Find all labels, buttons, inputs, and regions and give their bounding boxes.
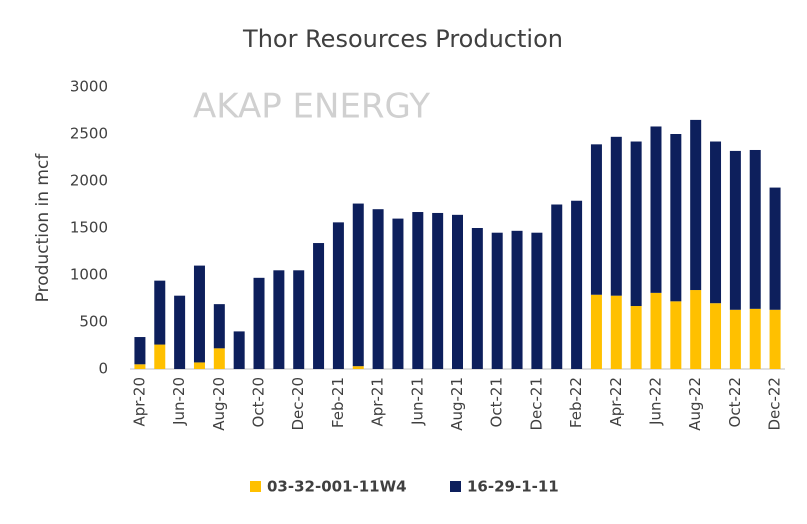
bar-segment [729,150,741,310]
y-tick-label: 2500 [70,125,108,143]
bar-segment [769,187,781,310]
bar-segment [193,265,205,363]
x-tick-label: Feb-22 [567,377,585,428]
y-tick-label: 500 [79,313,108,331]
x-tick-label: Jun-22 [646,377,664,426]
bar-segment [610,295,622,369]
y-tick-label: 0 [98,360,108,378]
x-tick-label: Jun-21 [408,377,426,426]
x-tick-label: Dec-20 [289,377,307,431]
bar-segment [769,309,781,369]
bar-segment [154,344,166,369]
y-axis-label: Production in mcf [33,153,53,303]
bar-segment [313,243,325,369]
legend-label: 16-29-1-11 [467,478,559,496]
x-tick-label: Aug-22 [686,377,704,431]
y-tick-label: 3000 [70,78,108,96]
y-tick-label: 1000 [70,266,108,284]
legend-swatch [250,481,261,492]
bar-segment [690,290,702,369]
x-tick-label: Dec-22 [766,377,784,431]
bar-segment [650,292,662,369]
x-tick-label: Oct-22 [726,377,744,427]
bar-segment [253,277,265,369]
y-tick-label: 2000 [70,172,108,190]
x-tick-label: Apr-20 [130,377,148,427]
bar-segment [650,126,662,293]
bar-segment [154,280,166,345]
x-tick-label: Oct-20 [250,377,268,427]
bar-segment [610,136,622,296]
bar-segment [749,149,761,309]
bar-segment [511,230,523,369]
bar-segment [213,348,225,369]
legend-swatch [450,481,461,492]
bar-segment [134,337,146,365]
chart-title: Thor Resources Production [242,25,563,53]
x-tick-label: Dec-21 [527,377,545,431]
bar-segment [630,141,642,307]
bar-segment [412,212,424,369]
bar-segment [352,366,364,369]
bar-segment [452,214,463,369]
bar-segment [690,119,702,291]
bar-segment [670,301,682,369]
x-tick-label: Apr-22 [607,377,625,427]
watermark: AKAP ENERGY [193,87,430,127]
bar-segment [710,141,722,304]
bar-segment [392,218,404,369]
bar-segment [372,209,384,369]
bar-segment [332,222,344,369]
bar-segment [551,204,563,369]
x-tick-label: Aug-21 [448,377,466,431]
bar-segment [710,303,722,369]
bar-segment [134,364,146,369]
bar-segment [749,308,761,369]
bar-segment [590,144,602,295]
x-tick-label: Oct-21 [488,377,506,427]
bar-segment [213,304,225,349]
bar-segment [273,270,285,369]
bar-segment [531,232,543,369]
x-tick-label: Feb-21 [329,377,347,428]
bar-segment [174,295,186,369]
bar-segment [491,232,503,369]
legend-label: 03-32-001-11W4 [267,478,407,496]
bar-segment [571,200,583,369]
bar-segment [233,331,245,369]
bar-segment [432,212,444,369]
bar-segment [630,306,642,369]
x-tick-label: Jun-20 [170,377,188,426]
x-tick-label: Apr-21 [369,377,387,427]
bar-segment [590,294,602,369]
bar-segment [471,228,483,369]
x-tick-label: Aug-20 [210,377,228,431]
y-tick-label: 1500 [70,219,108,237]
bar-segment [352,203,364,367]
bar-segment [293,270,305,369]
bar-segment [729,309,741,369]
bar-segment [670,134,682,302]
bar-segment [193,362,205,369]
